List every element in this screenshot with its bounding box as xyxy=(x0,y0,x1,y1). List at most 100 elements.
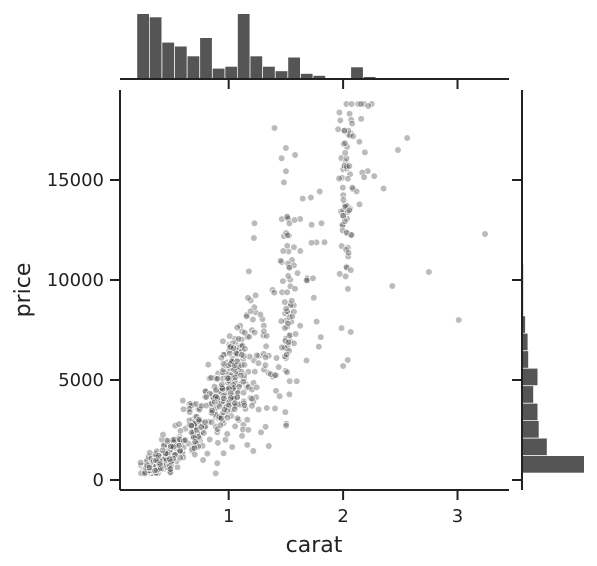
scatter-point xyxy=(273,355,280,362)
scatter-point xyxy=(168,443,175,450)
scatter-point xyxy=(250,448,257,455)
scatter-point xyxy=(283,351,290,358)
scatter-point xyxy=(249,403,256,410)
scatter-point xyxy=(203,394,210,401)
scatter-point xyxy=(281,179,288,186)
scatter-point xyxy=(224,415,231,422)
scatter-point xyxy=(218,415,225,422)
scatter-point xyxy=(176,421,183,428)
scatter-point xyxy=(313,318,320,325)
scatter-point xyxy=(244,417,251,424)
scatter-point xyxy=(362,149,369,156)
scatter-point xyxy=(283,305,290,312)
scatter-point xyxy=(262,362,269,369)
scatter-point xyxy=(235,336,242,343)
scatter-point xyxy=(177,428,184,435)
top-hist-bar xyxy=(150,17,162,79)
scatter-point xyxy=(266,443,273,450)
scatter-point xyxy=(186,409,193,416)
scatter-point xyxy=(283,145,290,152)
scatter-point xyxy=(272,372,279,379)
scatter-point xyxy=(336,175,343,182)
top-hist-bar xyxy=(276,71,288,79)
scatter-point xyxy=(208,419,215,426)
scatter-point xyxy=(255,406,262,413)
scatter-point xyxy=(371,173,378,180)
scatter-point xyxy=(482,231,489,238)
scatter-point xyxy=(340,363,347,370)
scatter-point xyxy=(234,415,241,422)
x-tick-label: 1 xyxy=(223,506,234,527)
scatter-point xyxy=(198,424,205,431)
scatter-point xyxy=(213,387,220,394)
scatter-point xyxy=(220,450,227,457)
scatter-point xyxy=(159,447,166,454)
scatter-point xyxy=(263,343,270,350)
scatter-point xyxy=(228,395,235,402)
right-hist-bar xyxy=(522,386,533,403)
scatter-point xyxy=(358,101,365,108)
scatter-point xyxy=(308,222,315,229)
scatter-point xyxy=(226,333,233,340)
scatter-point xyxy=(337,117,344,124)
scatter-point xyxy=(239,433,246,440)
scatter-point xyxy=(316,188,323,195)
scatter-point xyxy=(212,470,219,477)
scatter-point xyxy=(349,184,356,191)
scatter-point xyxy=(157,461,164,468)
scatter-point xyxy=(303,357,310,364)
scatter-point xyxy=(297,322,304,329)
scatter-point xyxy=(361,174,368,181)
scatter-point xyxy=(289,313,296,320)
scatter-point xyxy=(252,292,259,299)
scatter-point xyxy=(251,235,258,242)
scatter-point xyxy=(155,453,162,460)
scatter-point xyxy=(217,422,224,429)
y-tick-label: 5000 xyxy=(58,370,104,391)
top-hist-bar xyxy=(162,43,174,79)
scatter-point xyxy=(146,449,153,456)
scatter-point xyxy=(209,408,216,415)
top-hist-bar xyxy=(188,56,200,79)
x-tick-label: 2 xyxy=(337,506,348,527)
scatter-point xyxy=(238,372,245,379)
scatter-point xyxy=(182,437,189,444)
scatter-point xyxy=(338,325,345,332)
scatter-point xyxy=(251,329,258,336)
scatter-point xyxy=(242,329,249,336)
scatter-point xyxy=(426,269,433,276)
scatter-point xyxy=(218,354,225,361)
scatter-point xyxy=(224,375,231,382)
top-hist-bar xyxy=(225,67,237,79)
scatter-point xyxy=(244,442,251,449)
scatter-point xyxy=(348,101,355,108)
scatter-point xyxy=(247,308,254,315)
scatter-point xyxy=(288,298,295,305)
scatter-point xyxy=(255,360,262,367)
scatter-point xyxy=(297,248,304,255)
top-hist-bar xyxy=(137,14,149,79)
scatter-point xyxy=(234,324,241,331)
scatter-point xyxy=(346,163,353,170)
scatter-point xyxy=(284,289,291,296)
scatter-point xyxy=(224,431,231,438)
scatter-point xyxy=(311,294,318,301)
scatter-point xyxy=(279,344,286,351)
scatter-point xyxy=(344,357,351,364)
scatter-point xyxy=(347,329,354,336)
scatter-point xyxy=(277,257,284,264)
scatter-point xyxy=(239,352,246,359)
scatter-point xyxy=(261,328,268,335)
scatter-point xyxy=(342,150,349,157)
scatter-point xyxy=(291,244,298,251)
scatter-point xyxy=(343,229,350,236)
scatter-point xyxy=(389,283,396,290)
x-axis-title: carat xyxy=(286,533,343,558)
scatter-point xyxy=(208,374,215,381)
scatter-point xyxy=(380,185,387,192)
scatter-point xyxy=(404,135,411,142)
x-tick-label: 3 xyxy=(452,506,463,527)
top-hist-bar xyxy=(351,67,363,79)
scatter-point xyxy=(229,444,236,451)
scatter-point xyxy=(310,275,317,282)
